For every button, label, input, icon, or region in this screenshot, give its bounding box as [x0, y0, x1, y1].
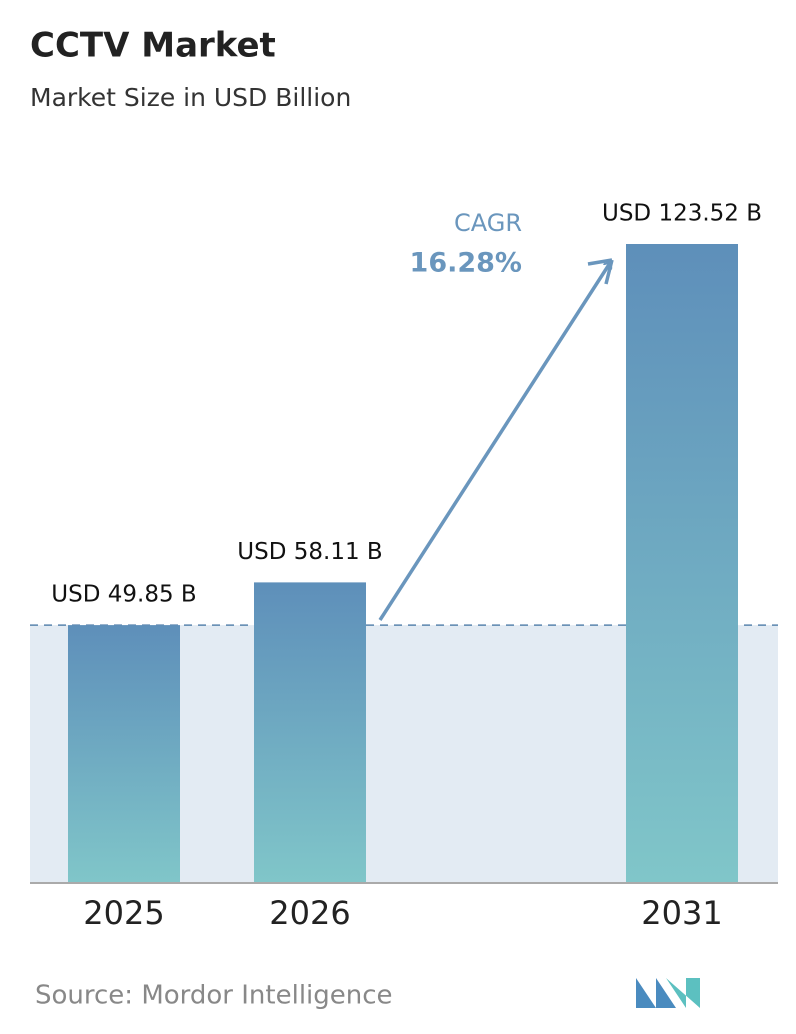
logo: [636, 978, 700, 1008]
cagr-value: 16.28%: [410, 248, 522, 279]
x-tick-label: 2031: [641, 894, 722, 932]
x-tick-label: 2025: [83, 894, 164, 932]
value-label: USD 58.11 B: [237, 539, 382, 565]
value-label: USD 123.52 B: [602, 201, 762, 227]
bar: [254, 582, 366, 883]
cagr-label: CAGR: [454, 209, 522, 237]
plot: USD 49.85 B 2025 USD 58.11 B 2026 USD 123.52…: [30, 201, 778, 932]
arrow-head: [587, 258, 614, 285]
chart-title: CCTV Market: [30, 26, 276, 66]
bar: [68, 625, 180, 883]
value-label: USD 49.85 B: [51, 582, 196, 608]
source: Source: Mordor Intelligence: [35, 981, 393, 1011]
chart-subtitle: Market Size in USD Billion: [30, 83, 351, 112]
x-tick-label: 2026: [269, 894, 350, 932]
cagr-arrow: [378, 263, 610, 621]
bar: [626, 244, 738, 883]
